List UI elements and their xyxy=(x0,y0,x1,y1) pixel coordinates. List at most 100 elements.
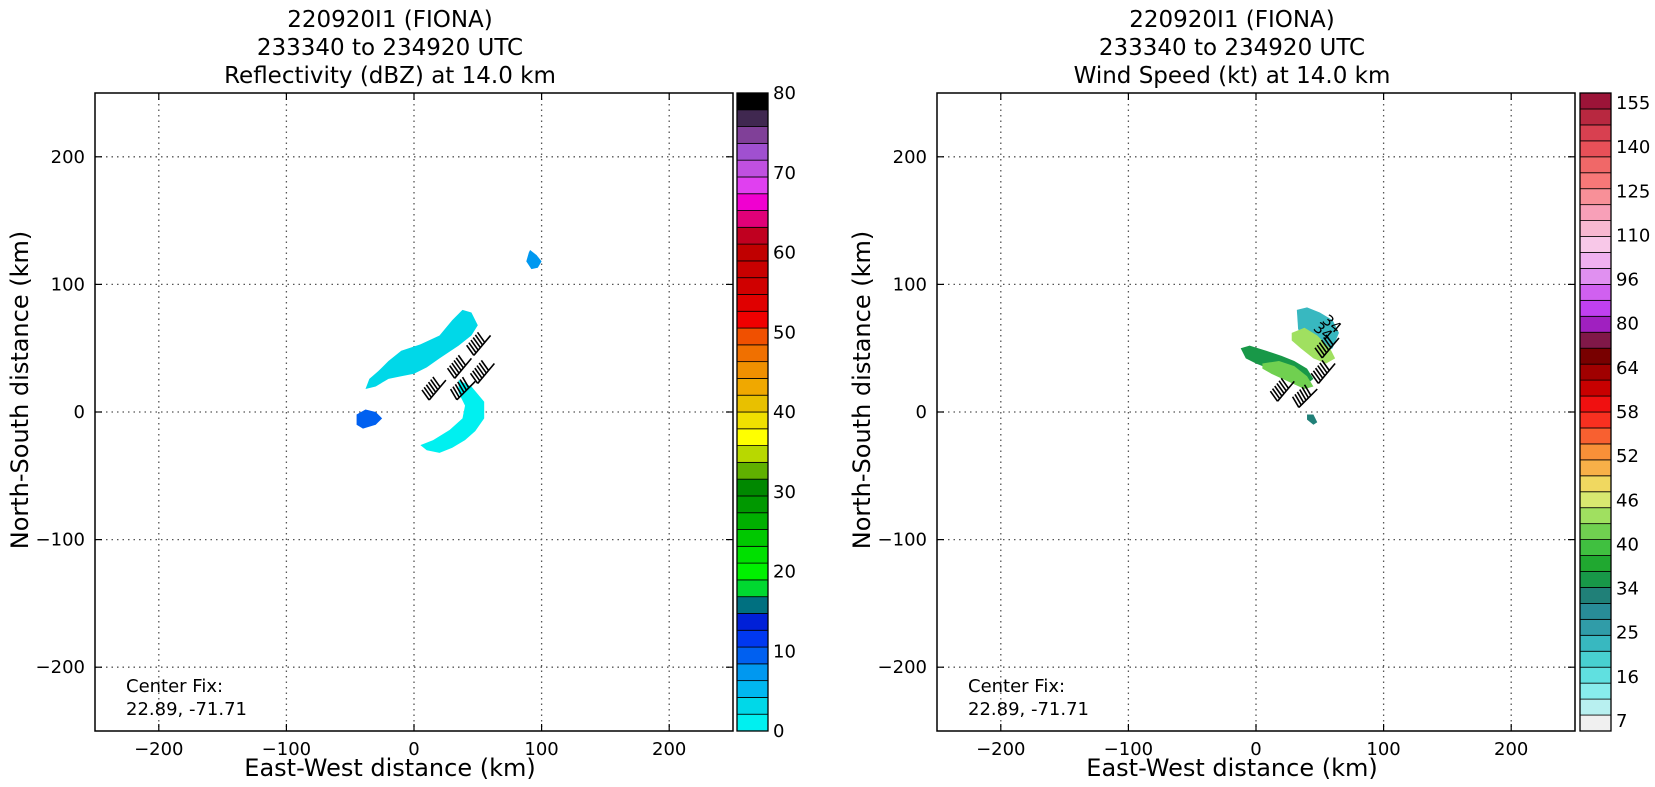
right-center-fix-label: Center Fix: xyxy=(968,676,1065,697)
wind-barb-feather xyxy=(469,372,479,384)
right-colorbar: 7 16 25 34 40 46 52 58 64 80 96 110 125 140 155 xyxy=(1579,92,1650,732)
colorbar-segment xyxy=(736,512,769,530)
wind-barb-feather xyxy=(423,386,433,398)
colorbar-tick-label: 0 xyxy=(773,721,784,742)
colorbar-segment xyxy=(736,461,769,480)
wind-barb-feather xyxy=(457,381,465,393)
colorbar-segment xyxy=(736,478,769,497)
wind-barb-feather xyxy=(476,331,486,343)
colorbar-segment xyxy=(736,445,769,463)
wind-barb-feather xyxy=(1294,393,1302,406)
wind-barb-feather xyxy=(453,359,462,372)
wind-barb-feather xyxy=(1320,339,1330,351)
wind-barb-feather xyxy=(461,376,470,389)
colorbar-tick-label: 110 xyxy=(1616,225,1650,246)
colorbar-segment xyxy=(1579,140,1612,158)
colorbar-tick-label: 140 xyxy=(1616,137,1650,158)
right-center-fix-value: 22.89, -71.71 xyxy=(968,699,1089,720)
wind-barb-staff xyxy=(428,379,447,401)
colorbar-segment xyxy=(1579,507,1612,525)
left-y-axis-label: North-South distance (km) xyxy=(6,231,34,550)
colorbar-tick-label: 125 xyxy=(1616,181,1650,202)
wind-barb-feather xyxy=(427,381,437,393)
colorbar-segment xyxy=(736,159,769,178)
colorbar-segment xyxy=(736,428,769,446)
x-tick-label: −100 xyxy=(262,739,311,760)
x-tick-label: 100 xyxy=(1366,739,1400,760)
wind-barb-feather xyxy=(1280,377,1290,389)
wind-barb xyxy=(1269,377,1295,402)
wind-barb-feather xyxy=(474,334,484,346)
colorbar-segment xyxy=(1579,395,1612,413)
colorbar-segment xyxy=(1579,268,1612,285)
colorbar-segment xyxy=(736,226,769,245)
colorbar-tick-label: 25 xyxy=(1616,623,1639,644)
wind-barb-feather xyxy=(421,389,430,401)
y-tick-label: 0 xyxy=(74,402,85,423)
wind-barb-staff xyxy=(477,362,496,384)
y-tick-label: 200 xyxy=(51,147,85,168)
colorbar-tick-label: 30 xyxy=(773,482,796,503)
colorbar-segment xyxy=(1579,283,1612,301)
colorbar-segment xyxy=(736,394,769,413)
left-center-fix-value: 22.89, -71.71 xyxy=(126,699,247,720)
colorbar-segment xyxy=(736,142,769,161)
colorbar-segment xyxy=(736,361,769,379)
colorbar-segment xyxy=(736,680,769,698)
wind-barb xyxy=(449,376,476,401)
wind-barb-feather xyxy=(1269,390,1279,402)
colorbar-segment xyxy=(1579,363,1612,381)
colorbar-segment xyxy=(736,646,769,665)
colorbar-segment xyxy=(736,562,769,581)
wind-barb-feather xyxy=(1312,370,1322,382)
wind-barb-feather xyxy=(476,365,485,377)
wind-barb-feather xyxy=(1319,362,1328,374)
wind-barb-feather xyxy=(472,370,481,382)
colorbar-segment xyxy=(1579,156,1612,174)
colorbar-segment xyxy=(1579,299,1612,317)
wind-barb xyxy=(469,359,496,384)
wind-barb-feather xyxy=(468,342,477,354)
x-tick-label: 200 xyxy=(1494,739,1528,760)
colorbar-segment xyxy=(736,193,769,211)
x-tick-label: 0 xyxy=(408,739,419,760)
left-title-line-1: 220920I1 (FIONA) xyxy=(287,7,493,33)
wind-barb-feather xyxy=(432,376,441,388)
left-title-line-2: 233340 to 234920 UTC xyxy=(257,35,523,61)
right-x-axis-label: East-West distance (km) xyxy=(1086,754,1377,782)
colorbar-segment xyxy=(1579,188,1612,206)
colorbar-tick-label: 64 xyxy=(1616,358,1639,379)
colorbar-tick-label: 20 xyxy=(773,562,796,583)
y-tick-label: −100 xyxy=(36,530,85,551)
colorbar-segment xyxy=(1579,666,1612,684)
colorbar-segment xyxy=(1579,475,1612,493)
colorbar-segment xyxy=(736,495,769,514)
colorbar-segment xyxy=(736,294,769,312)
wind-barb-feather xyxy=(446,367,456,379)
wind-barb-feather xyxy=(1321,359,1330,371)
wind-barb-feather xyxy=(1291,396,1300,408)
colorbar-segment xyxy=(736,713,769,732)
colorbar-segment xyxy=(736,210,769,228)
colorbar-segment xyxy=(736,277,769,295)
colorbar-tick-label: 7 xyxy=(1616,711,1627,732)
data-region xyxy=(356,409,383,429)
left-plot-area: −200 −100 0 100 200 −200 −100 0 100 200 xyxy=(36,92,734,760)
colorbar-segment xyxy=(736,545,769,564)
wind-barb-feather xyxy=(1318,342,1328,354)
wind-barb-feather xyxy=(451,362,460,374)
colorbar-segment xyxy=(736,579,769,598)
wind-barb-staff xyxy=(1321,337,1340,359)
colorbar-segment xyxy=(1579,411,1612,429)
wind-barb-feather xyxy=(472,337,482,349)
x-tick-label: 0 xyxy=(1250,739,1261,760)
colorbar-segment xyxy=(1579,124,1612,142)
wind-barb xyxy=(1310,359,1336,384)
wind-barb-feather xyxy=(452,386,460,398)
colorbar-segment xyxy=(1579,523,1612,541)
colorbar-segment xyxy=(1579,555,1612,572)
wind-barb-staff xyxy=(456,380,476,401)
wind-barb-feather xyxy=(1310,372,1320,384)
colorbar-segment xyxy=(736,378,769,396)
